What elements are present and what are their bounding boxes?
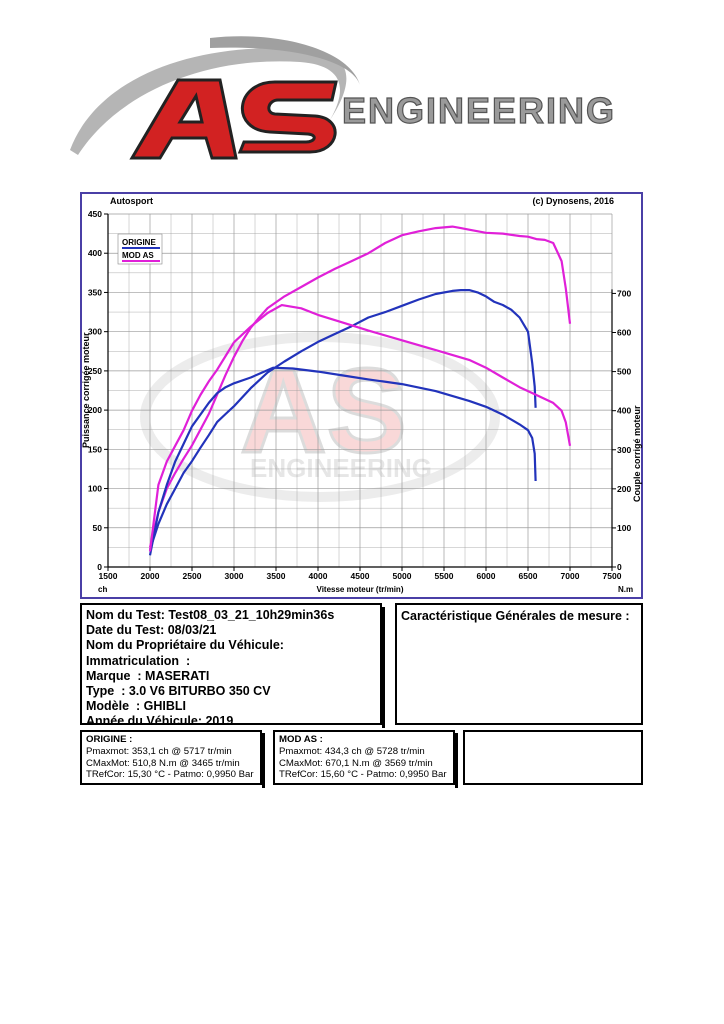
- chart-legend: ORIGINE MOD AS: [117, 233, 163, 265]
- y2-tick-label: 400: [617, 406, 631, 416]
- origine-box: ORIGINE : Pmaxmot: 353,1 ch @ 5717 tr/mi…: [80, 730, 262, 785]
- test-info-line: Nom du Propriétaire du Véhicule:: [86, 638, 284, 653]
- y-tick-label: 0: [97, 562, 102, 572]
- modas-line: TRefCor: 15,60 °C - Patmo: 0,9950 Bar: [279, 769, 447, 781]
- test-info-line: Type : 3.0 V6 BITURBO 350 CV: [86, 684, 271, 699]
- test-info-box: Nom du Test: Test08_03_21_10h29min36s Dat…: [80, 603, 382, 728]
- x-tick-label: 7000: [561, 571, 580, 581]
- y-tick-label: 400: [88, 248, 102, 258]
- x-tick-label: 2000: [141, 571, 160, 581]
- chart-header-right: (c) Dynosens, 2016: [532, 196, 614, 206]
- y2-tick-label: 600: [617, 328, 631, 338]
- as-engineering-logo: ENGINEERING: [70, 36, 616, 160]
- x-axis-label: Vitesse moteur (tr/min): [317, 585, 404, 594]
- x-tick-label: 7500: [603, 571, 622, 581]
- chart-grid: [107, 213, 613, 568]
- logo-swoosh-outer: [210, 36, 360, 85]
- y-tick-label: 250: [88, 366, 102, 376]
- modas-line: Pmaxmot: 434,3 ch @ 5728 tr/min: [279, 745, 425, 757]
- series-line-origine-torque: [148, 366, 537, 556]
- x-tick-label: 1500: [99, 571, 118, 581]
- x-tick-label: 2500: [183, 571, 202, 581]
- y-tick-label: 150: [88, 444, 102, 454]
- x-tick-label: 6500: [519, 571, 538, 581]
- test-info-line: Date du Test: 08/03/21: [86, 623, 217, 638]
- y-tick-label: 350: [88, 287, 102, 297]
- measure-box: Caractéristique Générales de mesure :: [395, 603, 643, 725]
- y2-axis-unit: N.m: [618, 585, 633, 594]
- origine-title: ORIGINE :: [86, 734, 133, 745]
- y2-tick-label: 500: [617, 367, 631, 377]
- series-line-modas-power: [148, 225, 572, 548]
- svg-text:AS: AS: [240, 344, 407, 478]
- y-tick-label: 200: [88, 405, 102, 415]
- svg-text:ENGINEERING: ENGINEERING: [250, 453, 432, 483]
- x-tick-label: 3500: [267, 571, 286, 581]
- origine-line: TRefCor: 15,30 °C - Patmo: 0,9950 Bar: [86, 769, 254, 781]
- origine-line: Pmaxmot: 353,1 ch @ 5717 tr/min: [86, 745, 232, 757]
- y-tick-label: 100: [88, 484, 102, 494]
- chart-header-left: Autosport: [110, 196, 153, 206]
- watermark: AS ENGINEERING: [140, 332, 500, 502]
- empty-box: [463, 730, 643, 785]
- y2-axis-label: Couple corrigé moteur: [632, 405, 642, 502]
- y2-tick-label: 200: [617, 484, 631, 494]
- y2-tick-label: 0: [617, 562, 622, 572]
- logo-word: ENGINEERING: [342, 90, 616, 131]
- legend-modas-label: MOD AS: [122, 251, 154, 260]
- x-tick-label: 5000: [393, 571, 412, 581]
- y2-tick-label: 300: [617, 445, 631, 455]
- y-tick-label: 450: [88, 209, 102, 219]
- origine-shadow: [262, 733, 265, 788]
- chart-frame: [80, 192, 643, 599]
- test-info-line: Nom du Test: Test08_03_21_10h29min36s: [86, 608, 335, 622]
- legend-origine-label: ORIGINE: [122, 238, 156, 247]
- test-info-line: Année du Véhicule: 2019: [86, 714, 234, 729]
- series-line-modas-torque: [148, 303, 572, 552]
- measure-box-title: Caractéristique Générales de mesure :: [401, 609, 630, 623]
- modas-shadow: [455, 733, 458, 788]
- modas-title: MOD AS :: [279, 734, 323, 745]
- logo-swoosh: [70, 48, 347, 155]
- x-tick-label: 4500: [351, 571, 370, 581]
- y-axis-unit: ch: [98, 585, 107, 594]
- y-tick-label: 50: [93, 523, 103, 533]
- x-tick-label: 4000: [309, 571, 328, 581]
- y-axis-label: Puissance corrigée moteur: [81, 332, 91, 448]
- modas-box: MOD AS : Pmaxmot: 434,3 ch @ 5728 tr/min…: [273, 730, 455, 785]
- modas-line: CMaxMot: 670,1 N.m @ 3569 tr/min: [279, 757, 433, 769]
- y2-tick-label: 100: [617, 523, 631, 533]
- x-tick-label: 5500: [435, 571, 454, 581]
- test-info-line: Immatriculation :: [86, 653, 191, 668]
- x-tick-label: 6000: [477, 571, 496, 581]
- logo-letter-a: [129, 78, 238, 160]
- y-tick-label: 300: [88, 327, 102, 337]
- dyno-chart: AS ENGINEERING Autosport (c) Dynosens, 2…: [81, 196, 642, 594]
- x-tick-label: 3000: [225, 571, 244, 581]
- origine-line: CMaxMot: 510,8 N.m @ 3465 tr/min: [86, 757, 240, 769]
- chart-series: [148, 225, 572, 556]
- test-info-line: Modèle : GHIBLI: [86, 699, 186, 714]
- test-info-line: Marque : MASERATI: [86, 668, 210, 683]
- chart-axes: 1500 2000 2500 3000 3500 4000 4500 5000 5500 6000…: [88, 209, 632, 581]
- test-info-shadow: [382, 607, 385, 728]
- y2-tick-label: 700: [617, 288, 631, 298]
- logo-letter-s: [237, 80, 338, 154]
- series-line-origine-power: [148, 288, 537, 551]
